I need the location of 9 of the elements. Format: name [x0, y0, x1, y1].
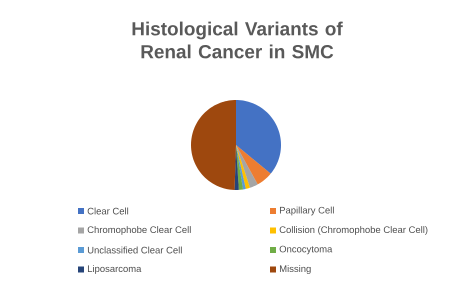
- legend-label: Clear Cell: [88, 208, 128, 214]
- legend-label: Papillary Cell: [280, 206, 334, 216]
- legend-label: Liposarcoma: [88, 265, 142, 274]
- legend-label: Chromophobe Clear Cell: [88, 226, 191, 235]
- legend-label: Oncocytoma: [280, 246, 332, 254]
- chart-title: Histological Variants of Renal Cancer in SMC: [132, 22, 343, 58]
- legend-label: Unclassified Clear Cell: [88, 246, 182, 254]
- legend-label: Missing: [280, 265, 311, 274]
- legend-label: Collision (Chromophobe Clear Cell): [280, 226, 428, 235]
